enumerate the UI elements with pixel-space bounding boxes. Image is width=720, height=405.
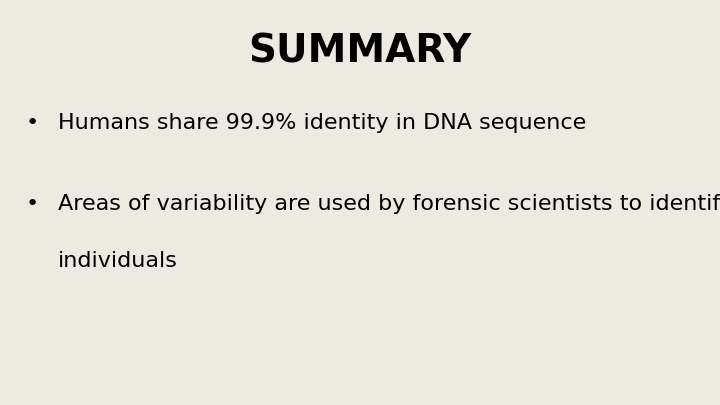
Text: individuals: individuals — [58, 251, 177, 271]
Text: Humans share 99.9% identity in DNA sequence: Humans share 99.9% identity in DNA seque… — [58, 113, 586, 133]
Text: •: • — [26, 113, 39, 133]
Text: SUMMARY: SUMMARY — [248, 32, 472, 70]
Text: Areas of variability are used by forensic scientists to identify: Areas of variability are used by forensi… — [58, 194, 720, 214]
Text: •: • — [26, 194, 39, 214]
